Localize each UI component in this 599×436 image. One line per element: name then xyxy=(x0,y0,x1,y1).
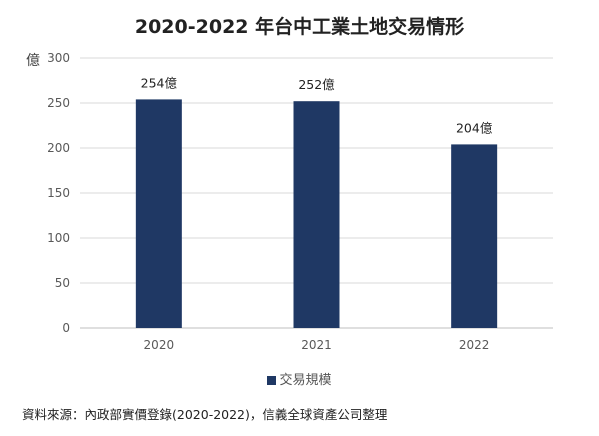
y-tick-label: 50 xyxy=(55,276,70,290)
bar xyxy=(451,144,498,328)
y-axis-unit-label: 億 xyxy=(26,53,40,69)
data-label: 252億 xyxy=(298,77,335,92)
y-tick-label: 300 xyxy=(47,51,70,65)
y-tick-label: 250 xyxy=(47,96,70,110)
chart-legend: 交易規模 xyxy=(0,369,599,388)
x-tick-label: 2021 xyxy=(301,338,332,352)
bar xyxy=(135,99,182,329)
y-tick-label: 0 xyxy=(62,321,70,335)
legend-swatch xyxy=(267,376,277,385)
bar xyxy=(293,101,340,328)
x-tick-label: 2022 xyxy=(459,338,490,352)
chart-title: 2020-2022 年台中工業土地交易情形 xyxy=(134,16,465,38)
data-label: 254億 xyxy=(141,75,178,90)
y-tick-label: 150 xyxy=(47,186,70,200)
x-tick-label: 2020 xyxy=(144,338,175,352)
source-note: 資料來源：內政部實價登錄(2020-2022)，信義全球資產公司整理 xyxy=(22,407,388,422)
y-tick-label: 100 xyxy=(47,231,70,245)
legend-label: 交易規模 xyxy=(279,373,332,388)
y-tick-label: 200 xyxy=(47,141,70,155)
data-label: 204億 xyxy=(456,120,493,135)
